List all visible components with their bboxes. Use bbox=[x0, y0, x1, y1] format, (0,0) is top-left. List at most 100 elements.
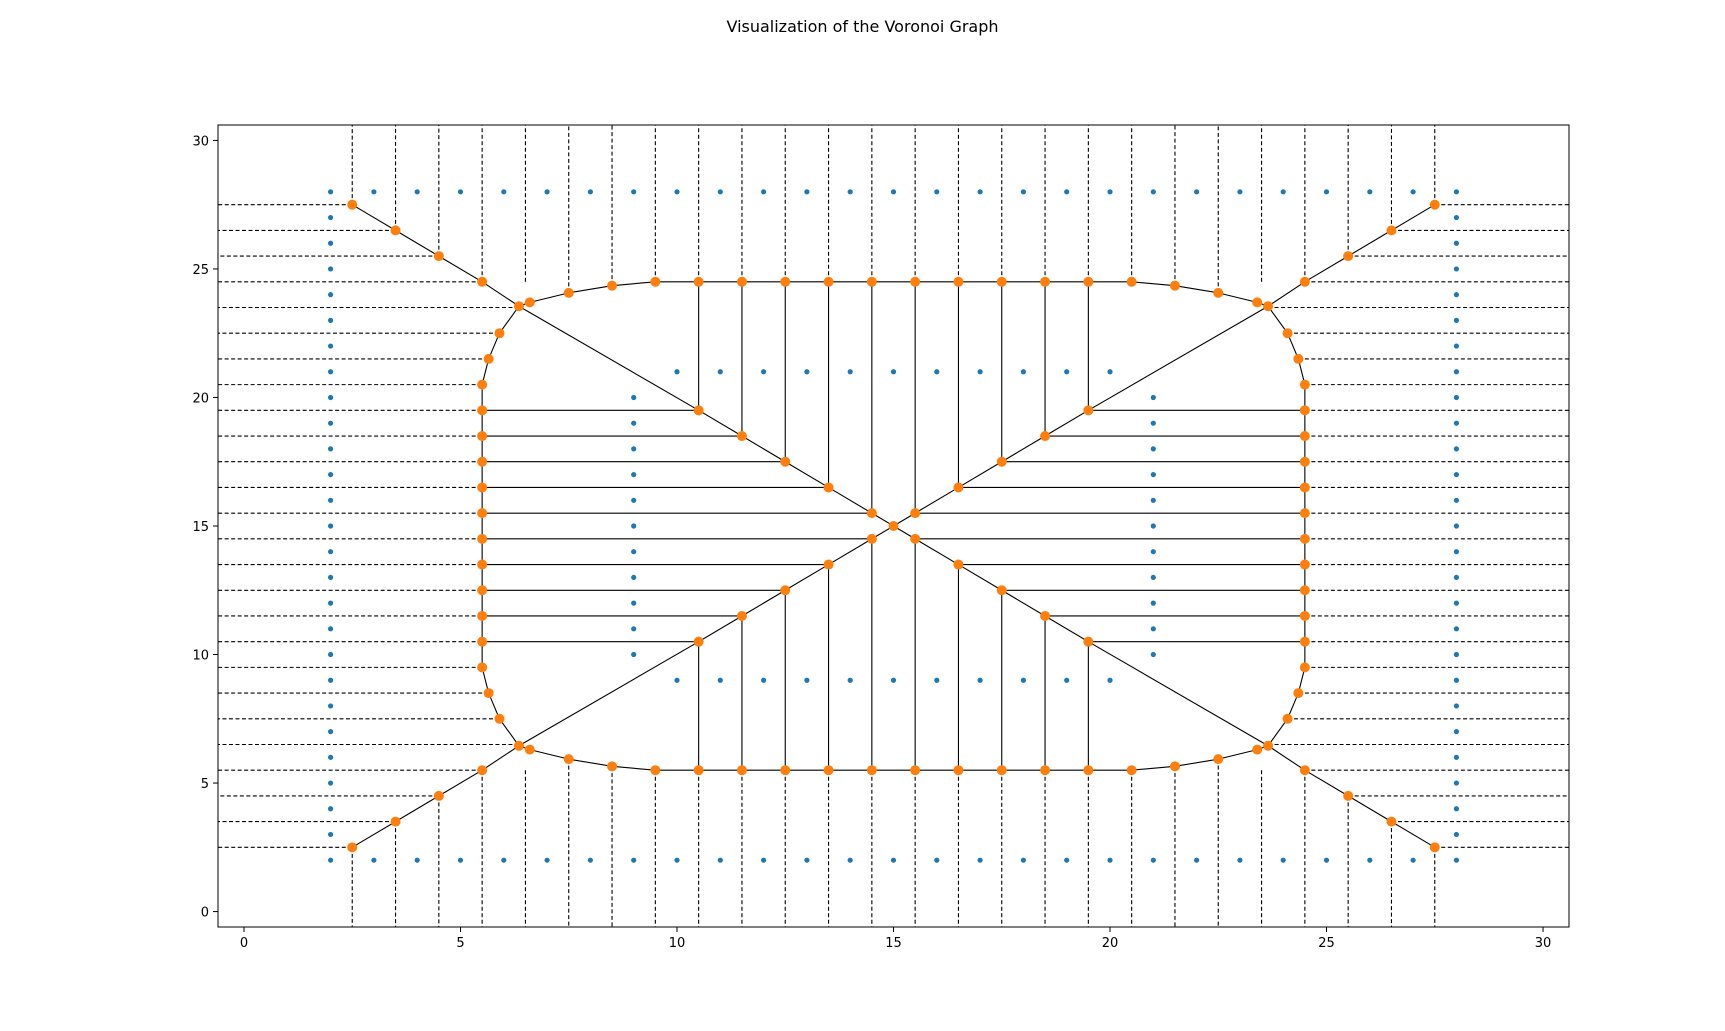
voronoi-vertex bbox=[563, 754, 574, 765]
voronoi-vertex bbox=[1252, 744, 1263, 755]
voronoi-vertex bbox=[1299, 559, 1310, 570]
input-point bbox=[847, 677, 853, 683]
voronoi-vertex bbox=[780, 585, 791, 596]
input-point bbox=[501, 189, 507, 195]
x-tick-label: 15 bbox=[885, 936, 902, 951]
input-point bbox=[1107, 677, 1113, 683]
input-point bbox=[1453, 626, 1460, 632]
input-point bbox=[327, 549, 334, 555]
voronoi-edge bbox=[741, 589, 786, 617]
voronoi-vertex bbox=[1213, 754, 1224, 765]
input-point bbox=[327, 214, 334, 221]
x-tick-label: 0 bbox=[240, 936, 248, 951]
voronoi-vertex bbox=[866, 765, 877, 776]
voronoi-vertex bbox=[1169, 761, 1180, 772]
input-point bbox=[327, 189, 334, 195]
voronoi-vertex bbox=[866, 533, 877, 544]
voronoi-edge bbox=[914, 538, 959, 566]
voronoi-vertex bbox=[1263, 301, 1274, 312]
input-point bbox=[1020, 857, 1027, 863]
voronoi-vertex bbox=[1040, 610, 1051, 621]
voronoi-vertex bbox=[1429, 199, 1440, 210]
chart-title: Visualization of the Voronoi Graph bbox=[726, 17, 999, 36]
voronoi-vertex bbox=[1429, 842, 1440, 853]
input-point bbox=[327, 626, 334, 632]
input-point bbox=[934, 857, 940, 863]
voronoi-vertex bbox=[866, 276, 877, 287]
voronoi-vertex bbox=[483, 688, 494, 699]
voronoi-vertex bbox=[1213, 287, 1224, 298]
input-point bbox=[327, 523, 334, 529]
voronoi-vertex bbox=[650, 765, 661, 776]
input-point bbox=[934, 189, 940, 195]
voronoi-vertex bbox=[693, 765, 704, 776]
voronoi-vertex bbox=[477, 559, 488, 570]
input-point bbox=[327, 677, 334, 683]
input-point bbox=[327, 343, 334, 349]
input-point bbox=[1150, 549, 1156, 555]
voronoi-vertex bbox=[390, 225, 401, 236]
voronoi-vertex bbox=[1083, 636, 1094, 647]
voronoi-vertex bbox=[996, 276, 1007, 287]
voronoi-vertex bbox=[780, 765, 791, 776]
input-point bbox=[327, 651, 334, 658]
voronoi-vertex bbox=[953, 765, 964, 776]
voronoi-edge bbox=[1174, 758, 1219, 767]
voronoi-edge bbox=[568, 285, 613, 294]
voronoi-vertex bbox=[477, 405, 488, 416]
voronoi-edge bbox=[698, 615, 743, 643]
voronoi-edge bbox=[438, 255, 483, 283]
input-point bbox=[1107, 857, 1113, 863]
input-point bbox=[501, 857, 507, 863]
voronoi-vertex bbox=[823, 765, 834, 776]
voronoi-vertex bbox=[347, 199, 358, 210]
voronoi-edge bbox=[1347, 229, 1392, 257]
input-point bbox=[1064, 369, 1070, 375]
voronoi-vertex bbox=[477, 662, 488, 673]
input-point bbox=[1064, 677, 1070, 683]
voronoi-vertex bbox=[1299, 431, 1310, 442]
x-tick-label: 5 bbox=[456, 936, 464, 951]
input-point bbox=[631, 394, 637, 401]
voronoi-vertex bbox=[910, 508, 921, 519]
input-point bbox=[1150, 523, 1156, 529]
voronoi-vertex bbox=[433, 790, 444, 801]
input-point bbox=[1150, 497, 1156, 503]
voronoi-vertex bbox=[607, 761, 618, 772]
voronoi-vertex bbox=[910, 276, 921, 287]
input-point bbox=[631, 651, 637, 658]
vertices-layer bbox=[347, 199, 1440, 853]
input-point bbox=[1453, 549, 1460, 555]
input-point bbox=[327, 446, 334, 452]
voronoi-vertex bbox=[953, 276, 964, 287]
input-point bbox=[674, 369, 680, 375]
input-point bbox=[717, 857, 723, 863]
y-tick-label: 0 bbox=[201, 906, 209, 921]
voronoi-edge bbox=[499, 718, 520, 747]
input-point bbox=[457, 189, 464, 195]
voronoi-edge bbox=[958, 564, 1003, 591]
input-point bbox=[934, 677, 940, 683]
input-point bbox=[1453, 317, 1460, 323]
voronoi-edge bbox=[1174, 285, 1219, 294]
voronoi-vertex bbox=[1299, 405, 1310, 416]
voronoi-edge bbox=[828, 538, 873, 566]
voronoi-vertex bbox=[953, 559, 964, 570]
input-point bbox=[1150, 446, 1156, 452]
input-point bbox=[1237, 857, 1243, 863]
input-point bbox=[1453, 292, 1460, 298]
input-point bbox=[1453, 266, 1460, 272]
input-point bbox=[1410, 857, 1416, 863]
voronoi-edge bbox=[395, 229, 440, 257]
input-point bbox=[457, 857, 464, 863]
voronoi-vertex bbox=[524, 297, 535, 308]
voronoi-vertex bbox=[888, 521, 899, 531]
input-point bbox=[371, 189, 377, 195]
input-point bbox=[631, 497, 637, 503]
input-point bbox=[327, 240, 334, 246]
input-point bbox=[760, 369, 767, 375]
voronoi-vertex bbox=[1343, 251, 1354, 262]
voronoi-vertex bbox=[477, 636, 488, 647]
input-point bbox=[327, 754, 334, 760]
